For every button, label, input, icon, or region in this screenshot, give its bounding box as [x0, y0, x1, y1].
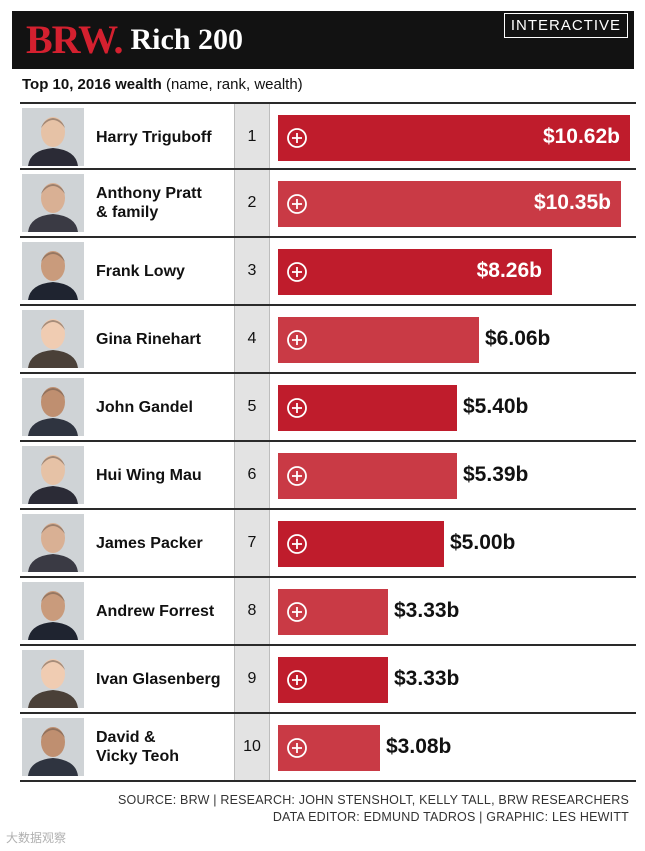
wealth-bar[interactable]: [278, 657, 388, 703]
wealth-bar[interactable]: [278, 521, 444, 567]
rank-number: 4: [247, 330, 257, 347]
wealth-bar[interactable]: [278, 249, 552, 295]
expand-plus-icon[interactable]: [286, 127, 308, 149]
person-name: Anthony Pratt & family: [96, 185, 202, 221]
rank-number: 5: [247, 398, 257, 415]
person-name: James Packer: [96, 534, 203, 552]
portrait-photo: [22, 582, 84, 640]
portrait-photo: [22, 108, 84, 166]
wealth-value-label: $3.33b: [394, 599, 460, 622]
rank-number: 6: [247, 466, 257, 483]
person-name: Harry Triguboff: [96, 128, 212, 146]
person-name: Frank Lowy: [96, 262, 185, 280]
rank-number: 3: [247, 262, 257, 279]
table-row: Andrew Forrest 8 $3.33b: [20, 578, 636, 646]
ranking-table: Harry Triguboff 1 $10.62b Anthony Pratt & f…: [20, 102, 636, 782]
expand-plus-icon[interactable]: [286, 601, 308, 623]
person-name: Hui Wing Mau: [96, 466, 202, 484]
portrait-photo: [22, 514, 84, 572]
table-row: Frank Lowy 3 $8.26b: [20, 238, 636, 306]
table-row: Ivan Glasenberg 9 $3.33b: [20, 646, 636, 714]
wealth-value-label: $3.08b: [386, 735, 452, 758]
portrait-photo: [22, 650, 84, 708]
wealth-bar[interactable]: [278, 725, 380, 771]
rank-number: 7: [247, 534, 257, 551]
wealth-value-label: $10.35b: [533, 191, 611, 214]
expand-plus-icon[interactable]: [286, 533, 308, 555]
portrait-photo: [22, 174, 84, 232]
rank-number: 8: [247, 602, 257, 619]
expand-plus-icon[interactable]: [286, 737, 308, 759]
table-row: Gina Rinehart 4 $6.06b: [20, 306, 636, 374]
product-title: Rich 200: [130, 23, 244, 56]
table-row: Harry Triguboff 1 $10.62b: [20, 102, 636, 170]
table-row: John Gandel 5 $5.40b: [20, 374, 636, 442]
wealth-bar[interactable]: [278, 317, 479, 363]
expand-plus-icon[interactable]: [286, 669, 308, 691]
portrait-photo: [22, 446, 84, 504]
wealth-value-label: $5.00b: [450, 531, 516, 554]
portrait-photo: [22, 310, 84, 368]
wealth-value-label: $10.62b: [542, 125, 620, 148]
table-row: James Packer 7 $5.00b: [20, 510, 636, 578]
subtitle-rest: (name, rank, wealth): [161, 76, 303, 93]
person-name: Ivan Glasenberg: [96, 670, 221, 688]
watermark: 大数据观察: [6, 831, 67, 845]
expand-plus-icon[interactable]: [286, 261, 308, 283]
portrait-photo: [22, 242, 84, 300]
wealth-bar[interactable]: [278, 453, 457, 499]
wealth-value-label: $3.33b: [394, 667, 460, 690]
brand-logo: BRW.: [26, 17, 123, 62]
subtitle-bold: Top 10, 2016 wealth: [22, 76, 162, 93]
wealth-bar[interactable]: [278, 181, 621, 227]
person-name: Gina Rinehart: [96, 330, 201, 348]
source-line-1: SOURCE: BRW | RESEARCH: JOHN STENSHOLT, …: [118, 793, 629, 807]
person-name: Andrew Forrest: [96, 602, 215, 620]
person-name: David & Vicky Teoh: [96, 729, 179, 765]
source-line-2: DATA EDITOR: EDMUND TADROS | GRAPHIC: LE…: [272, 810, 629, 824]
rank-number: 9: [247, 670, 257, 687]
portrait-photo: [22, 718, 84, 776]
table-row: David & Vicky Teoh 10 $3.08b: [20, 714, 636, 782]
wealth-value-label: $8.26b: [476, 259, 542, 282]
expand-plus-icon[interactable]: [286, 465, 308, 487]
expand-plus-icon[interactable]: [286, 193, 308, 215]
header-banner: BRW. Rich 200 INTERACTIVE: [12, 11, 634, 69]
chart-subtitle: Top 10, 2016 wealth (name, rank, wealth): [22, 76, 303, 93]
wealth-value-label: $6.06b: [485, 327, 551, 350]
person-name: John Gandel: [96, 398, 193, 416]
wealth-bar[interactable]: [278, 115, 630, 161]
wealth-value-label: $5.39b: [463, 463, 529, 486]
rank-number: 10: [243, 738, 261, 755]
interactive-badge[interactable]: INTERACTIVE: [503, 13, 628, 38]
wealth-value-label: $5.40b: [463, 395, 529, 418]
expand-plus-icon[interactable]: [286, 397, 308, 419]
wealth-bar[interactable]: [278, 589, 388, 635]
table-row: Hui Wing Mau 6 $5.39b: [20, 442, 636, 510]
portrait-photo: [22, 378, 84, 436]
source-credits: SOURCE: BRW | RESEARCH: JOHN STENSHOLT, …: [118, 792, 629, 826]
rank-number: 2: [247, 194, 257, 211]
rank-number: 1: [247, 128, 257, 145]
expand-plus-icon[interactable]: [286, 329, 308, 351]
table-row: Anthony Pratt & family 2 $10.35b: [20, 170, 636, 238]
wealth-bar[interactable]: [278, 385, 457, 431]
